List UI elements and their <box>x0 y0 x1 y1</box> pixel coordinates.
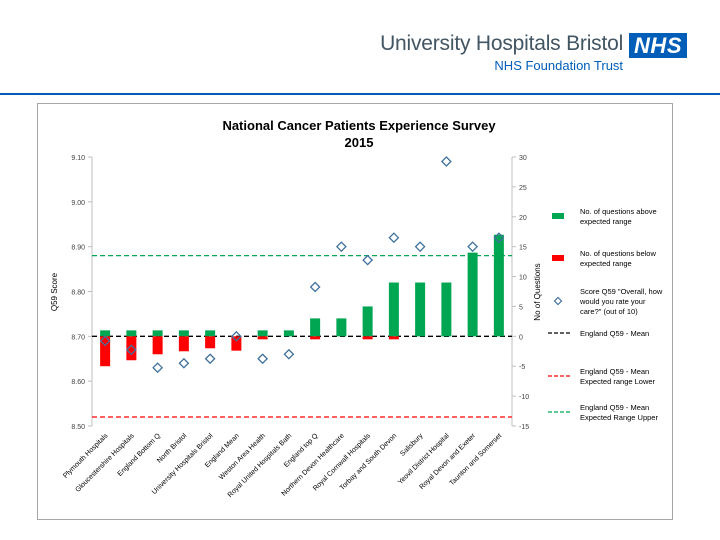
chart-title-line1: National Cancer Patients Experience Surv… <box>222 118 496 133</box>
bar-above-expected <box>152 330 163 337</box>
header-divider <box>0 93 720 95</box>
right-tick-label: 0 <box>519 334 523 341</box>
bar-above-expected <box>388 282 399 337</box>
legend-label: would you rate your <box>579 297 646 306</box>
left-tick-label: 8.90 <box>71 245 85 252</box>
bar-above-expected <box>336 318 347 337</box>
score-marker <box>152 362 164 374</box>
nhs-logo: NHS <box>629 33 687 58</box>
left-tick-label: 9.00 <box>71 200 85 207</box>
right-tick-label: 25 <box>519 185 527 192</box>
bar-above-expected <box>257 330 268 337</box>
bar-above-expected <box>415 282 426 337</box>
category-label: Plymouth Hospitals <box>62 432 110 480</box>
right-tick-label: -10 <box>519 394 529 401</box>
left-tick-label: 9.10 <box>71 155 85 162</box>
right-tick-label: 5 <box>519 304 523 311</box>
bar-above-expected <box>467 252 478 337</box>
score-marker <box>493 232 505 244</box>
legend-label: Expected range Lower <box>580 377 656 386</box>
score-marker <box>283 348 295 360</box>
left-tick-label: 8.70 <box>71 334 85 341</box>
legend-label: England Q59 - Mean <box>580 329 649 338</box>
score-marker <box>178 357 190 369</box>
org-name: University Hospitals Bristol <box>380 32 624 55</box>
right-tick-label: -15 <box>519 424 529 431</box>
chart: National Cancer Patients Experience Surv… <box>50 118 663 499</box>
chart-title-line2: 2015 <box>345 135 374 150</box>
category-label: Yeovil District Hospital <box>397 432 451 486</box>
y-axis-right-label: No of Questions <box>533 263 542 320</box>
legend-label: expected range <box>580 217 632 226</box>
score-marker <box>204 353 216 365</box>
y-axis-left-label: Q59 Score <box>50 272 59 311</box>
right-tick-label: -5 <box>519 364 525 371</box>
right-tick-label: 15 <box>519 245 527 252</box>
score-marker <box>257 353 269 365</box>
bar-above-expected <box>310 318 321 337</box>
bar-below-expected <box>257 336 268 340</box>
bar-below-expected <box>362 336 373 340</box>
bar-below-expected <box>178 336 189 352</box>
score-marker <box>440 156 452 167</box>
category-label: Salisbury <box>399 432 425 458</box>
score-marker <box>362 254 374 266</box>
score-marker <box>230 330 242 342</box>
org-subtitle: NHS Foundation Trust <box>494 58 624 73</box>
legend-label: care?" (out of 10) <box>580 307 638 316</box>
bar-above-expected <box>362 306 373 337</box>
bar-above-expected <box>205 330 216 337</box>
left-tick-label: 8.60 <box>71 379 85 386</box>
left-tick-label: 8.50 <box>71 424 85 431</box>
legend-diamond-marker <box>553 296 563 306</box>
bar-below-expected <box>388 336 399 340</box>
bar-below-expected <box>310 336 321 340</box>
score-marker <box>414 241 426 253</box>
org-logo: University Hospitals Bristol NHS Foundat… <box>380 31 687 74</box>
bar-below-expected <box>205 336 216 349</box>
legend-label: England Q59 - Mean <box>580 403 649 412</box>
right-tick-label: 30 <box>519 155 527 162</box>
legend-label: Expected Range Upper <box>580 413 658 422</box>
legend-label: No. of questions above <box>580 207 657 216</box>
left-tick-label: 8.80 <box>71 290 85 297</box>
score-marker <box>99 335 111 347</box>
bar-above-expected <box>178 330 189 337</box>
legend-label: expected range <box>580 259 632 268</box>
legend-red-swatch <box>552 255 564 261</box>
right-tick-label: 10 <box>519 275 527 282</box>
bar-above-expected <box>283 330 294 337</box>
score-marker <box>335 241 347 253</box>
score-marker <box>388 232 400 244</box>
bar-above-expected <box>126 330 137 337</box>
bar-above-expected <box>100 330 111 337</box>
bar-below-expected <box>231 336 242 351</box>
bar-below-expected <box>126 336 137 361</box>
legend-green-swatch <box>552 213 564 219</box>
right-tick-label: 20 <box>519 215 527 222</box>
score-marker <box>125 344 137 356</box>
category-label: Torbay and South Devon <box>339 432 399 492</box>
bar-above-expected <box>493 234 504 337</box>
score-marker <box>309 281 321 293</box>
bar-above-expected <box>441 282 452 337</box>
category-label: Weston Area Health <box>218 432 267 481</box>
score-marker <box>467 241 479 253</box>
bar-below-expected <box>152 336 163 355</box>
chart-frame: National Cancer Patients Experience Surv… <box>37 103 673 520</box>
legend-label: Score Q59 "Overall, how <box>580 287 663 296</box>
legend-label: England Q59 - Mean <box>580 367 649 376</box>
category-label: Taunton and Somerset <box>449 432 504 487</box>
bar-below-expected <box>100 336 111 367</box>
legend-label: No. of questions below <box>580 249 656 258</box>
